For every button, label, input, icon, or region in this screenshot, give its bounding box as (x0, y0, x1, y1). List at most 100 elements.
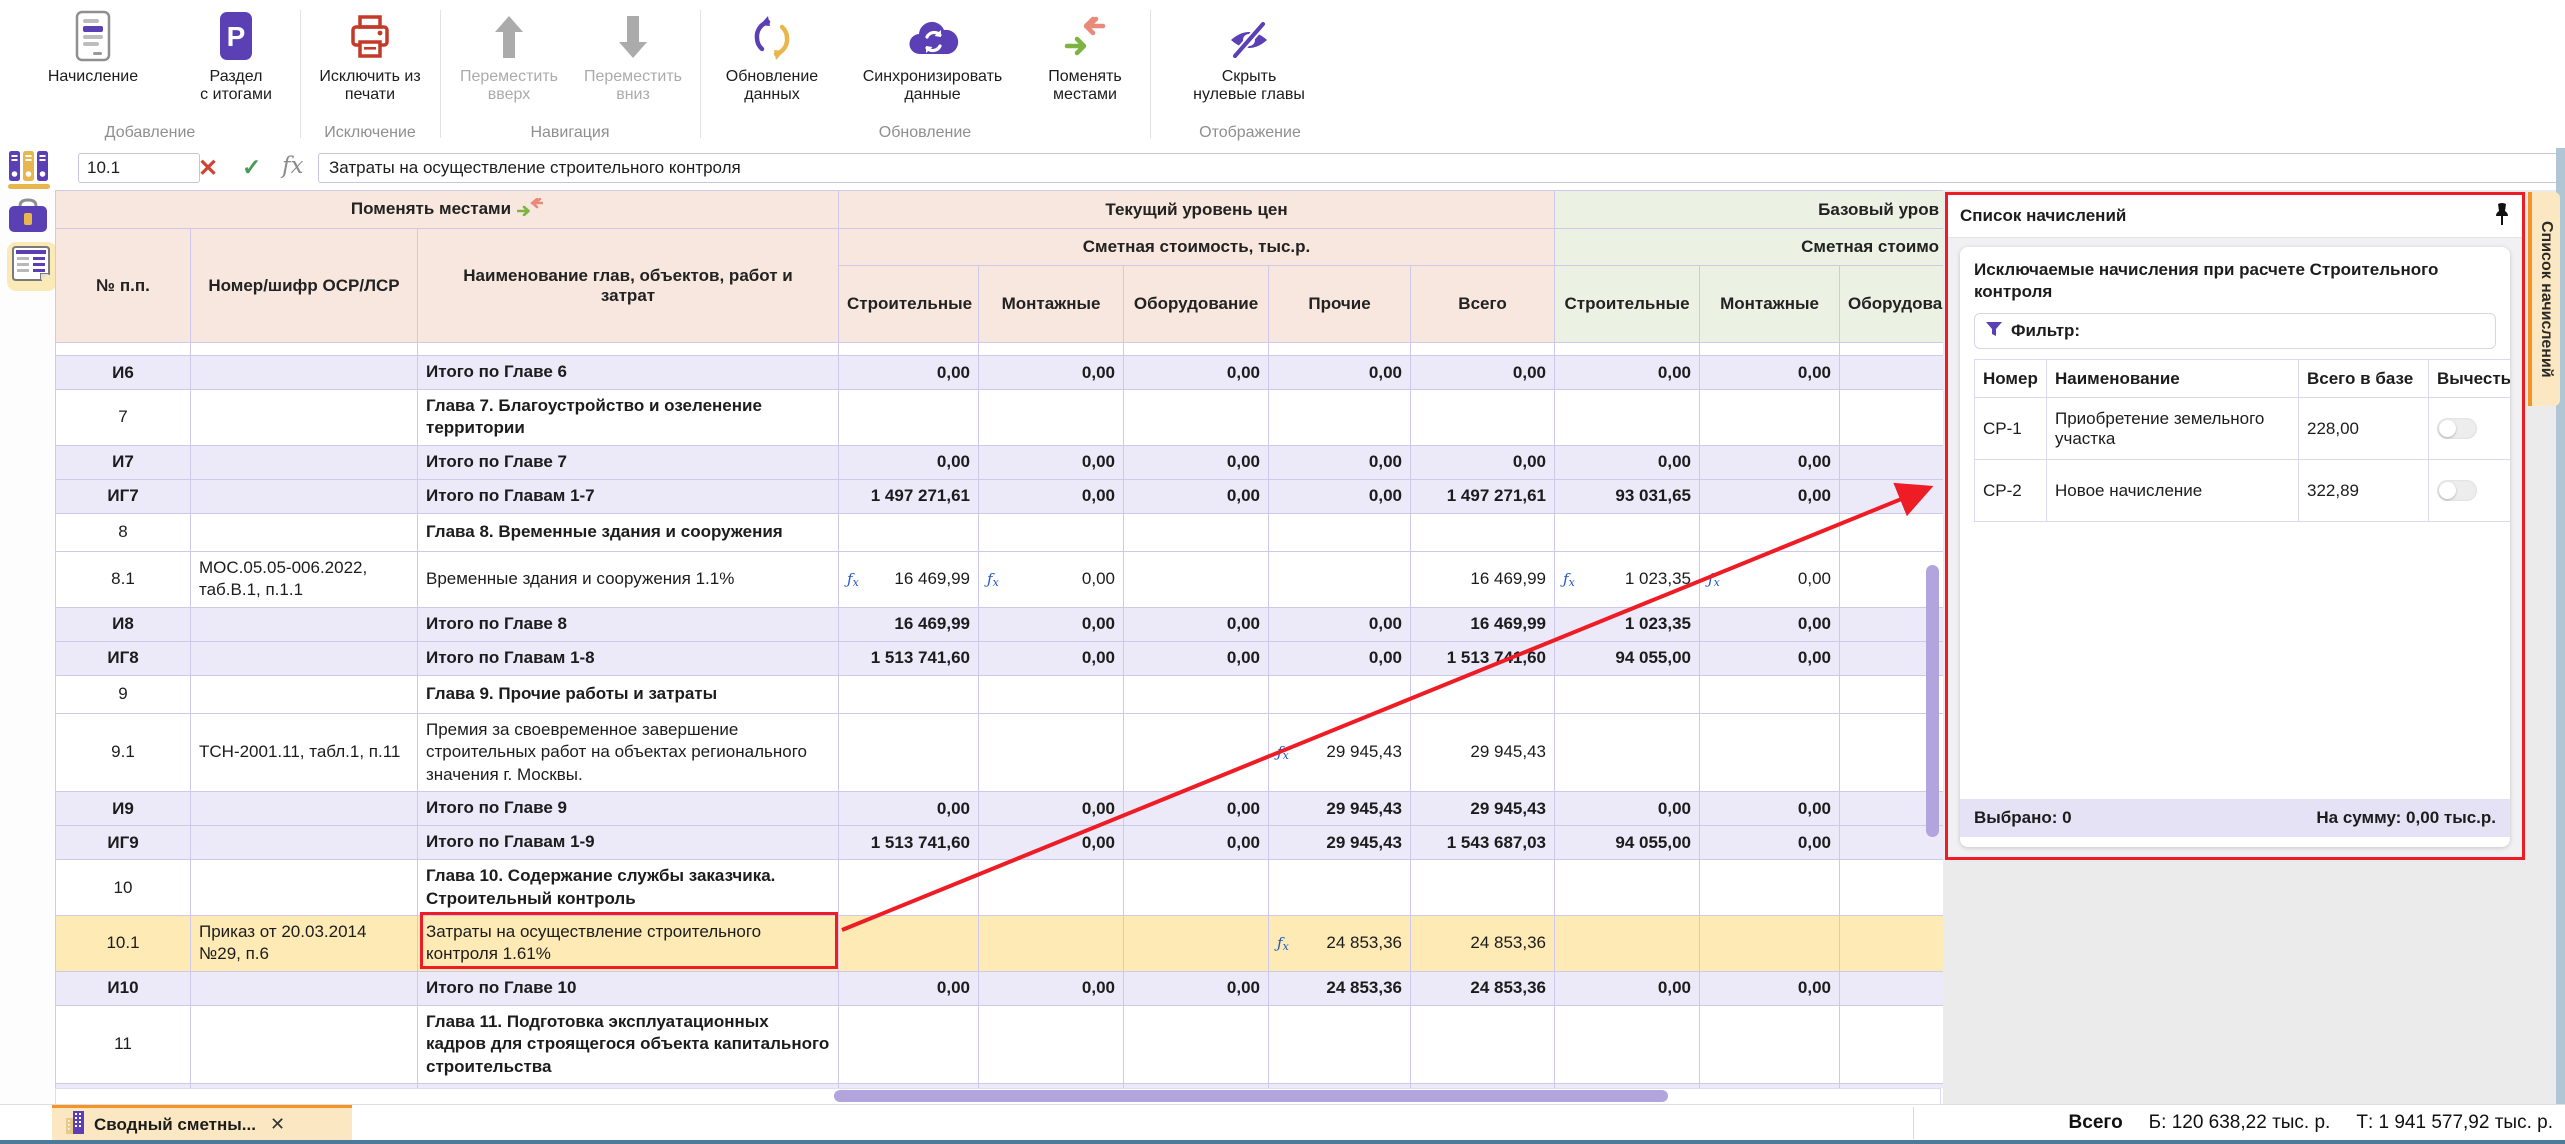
accrual-button[interactable]: Начисление (18, 8, 168, 86)
col-header-installation[interactable]: Монтажные (978, 265, 1125, 343)
grid-cell[interactable]: 0,00 (1554, 970, 1701, 1006)
grid-cell[interactable] (1123, 1004, 1270, 1085)
grid-cell[interactable]: 0,00 (838, 444, 980, 480)
grid-cell[interactable]: 0,00 (978, 478, 1125, 514)
grid-cell[interactable]: 16 469,99 (838, 606, 980, 642)
grid-cell[interactable]: 0,00 (1699, 606, 1841, 642)
grid-cell[interactable]: 0,00 (1699, 478, 1841, 514)
grid-cell[interactable] (978, 389, 1125, 446)
grid-cell[interactable] (838, 712, 980, 793)
grid-cell[interactable] (978, 1004, 1125, 1085)
code-cell[interactable] (190, 674, 418, 714)
grid-cell[interactable]: 0,00 (1699, 825, 1841, 861)
grid-cell[interactable] (1699, 859, 1841, 916)
grid-cell[interactable] (1554, 674, 1701, 714)
grid-cell[interactable]: 0,00 (1123, 791, 1270, 827)
grid-cell[interactable]: 0,00 (1268, 640, 1412, 676)
col-header-construction[interactable]: Строительные (838, 265, 980, 343)
grid-cell[interactable]: 0,00 (1123, 825, 1270, 861)
row-number-cell[interactable]: 10.1 (55, 914, 191, 972)
section-with-totals-button[interactable]: P Раздел с итогами (176, 8, 296, 105)
grid-cell[interactable]: 1 513 741,60 (838, 825, 980, 861)
grid-cell[interactable]: 0,00 (978, 606, 1125, 642)
row-number-cell[interactable]: ИГ7 (55, 478, 191, 514)
grid-cell[interactable]: 0,00 (978, 791, 1125, 827)
grid-cell[interactable] (1268, 1004, 1412, 1085)
code-cell[interactable]: Приказ от 20.03.2014 №29, п.6 (190, 914, 418, 972)
grid-cell[interactable]: 0,00 (838, 970, 980, 1006)
grid-cell[interactable] (1123, 914, 1270, 972)
code-cell[interactable] (190, 389, 418, 446)
grid-cell[interactable]: 93 031,65 (1554, 478, 1701, 514)
grid-cell[interactable]: ƒx 16 469,99 (838, 550, 980, 608)
grid-cell[interactable] (1123, 859, 1270, 916)
name-cell[interactable]: Затраты на осуществление строительного к… (416, 914, 840, 972)
apply-icon[interactable]: ✓ (242, 154, 262, 180)
grid-cell[interactable] (838, 1004, 980, 1085)
grid-cell[interactable]: 0,00 (978, 355, 1125, 390)
row-number-cell[interactable]: 9 (55, 674, 191, 714)
grid-cell[interactable]: 24 853,36 (1268, 970, 1412, 1006)
grid-cell[interactable] (1268, 389, 1412, 446)
grid-cell[interactable] (1699, 1004, 1841, 1085)
code-cell[interactable] (190, 791, 418, 827)
row-number-cell[interactable]: 10 (55, 859, 191, 916)
row-number-cell[interactable]: ИГ9 (55, 825, 191, 861)
name-cell[interactable]: Итого по Главам 1-8 (416, 640, 840, 676)
grid-cell[interactable] (1699, 389, 1841, 446)
grid-cell[interactable]: 1 023,35 (1554, 606, 1701, 642)
sync-data-button[interactable]: Синхронизировать данные (840, 8, 1025, 105)
grid-cell[interactable]: ƒx 0,00 (978, 550, 1125, 608)
grid-cell[interactable] (1410, 859, 1556, 916)
code-cell[interactable] (190, 444, 418, 480)
name-cell[interactable]: Итого по Главам 1-7 (416, 478, 840, 514)
grid-cell[interactable]: 0,00 (1123, 444, 1270, 480)
move-down-button[interactable]: Переместить вниз (572, 8, 694, 105)
cancel-icon[interactable]: ✕ (198, 155, 219, 182)
grid-cell[interactable]: 0,00 (1123, 970, 1270, 1006)
row-number-cell[interactable]: 7 (55, 389, 191, 446)
name-cell[interactable]: Глава 11. Подготовка эксплуатационных ка… (416, 1004, 840, 1085)
name-cell[interactable]: Глава 8. Временные здания и сооружения (416, 512, 840, 552)
grid-cell[interactable] (838, 389, 980, 446)
pin-icon[interactable] (2494, 202, 2510, 231)
grid-cell[interactable] (978, 712, 1125, 793)
grid-cell[interactable]: 0,00 (1123, 355, 1270, 390)
col-header-code[interactable]: Номер/шифр ОСР/ЛСР (190, 228, 418, 343)
grid-cell[interactable]: 0,00 (1123, 606, 1270, 642)
briefcase-icon[interactable] (7, 198, 49, 241)
vertical-scrollbar-thumb[interactable] (1926, 565, 1939, 837)
horizontal-scrollbar-thumb[interactable] (834, 1090, 1668, 1102)
grid-cell[interactable]: 29 945,43 (1410, 791, 1556, 827)
grid-cell[interactable] (1839, 389, 1943, 446)
grid-cell[interactable]: 0,00 (1410, 355, 1556, 390)
grid-cell[interactable]: ƒx 24 853,36 (1268, 914, 1412, 972)
code-cell[interactable]: МОС.05.05-006.2022, таб.В.1, п.1.1 (190, 550, 418, 608)
grid-cell[interactable]: 0,00 (1123, 640, 1270, 676)
grid-cell[interactable]: 0,00 (1410, 444, 1556, 480)
grid-cell[interactable]: 1 513 741,60 (838, 640, 980, 676)
document-tab-summary-estimate[interactable]: Сводный сметны... ✕ (52, 1105, 352, 1141)
grid-cell[interactable] (838, 914, 980, 972)
col-header-num[interactable]: № п.п. (55, 228, 191, 343)
grid-cell[interactable]: 0,00 (978, 444, 1125, 480)
grid-cell[interactable]: 16 469,99 (1410, 606, 1556, 642)
binders-icon[interactable] (8, 150, 50, 195)
grid-cell[interactable] (1410, 1004, 1556, 1085)
grid-cell[interactable]: 0,00 (838, 355, 980, 390)
current-price-level-header[interactable]: Текущий уровень цен (838, 190, 1556, 229)
row-number-cell[interactable]: И8 (55, 606, 191, 642)
grid-cell[interactable]: 0,00 (1268, 444, 1412, 480)
grid-cell[interactable] (1699, 712, 1841, 793)
grid-cell[interactable] (978, 674, 1125, 714)
fx-icon[interactable]: fx (282, 153, 304, 179)
row-number-cell[interactable]: 8.1 (55, 550, 191, 608)
grid-cell[interactable]: 29 945,43 (1410, 712, 1556, 793)
name-cell[interactable]: Итого по Главе 9 (416, 791, 840, 827)
col-header-total[interactable]: Всего (1410, 265, 1556, 343)
row-number-cell[interactable]: И9 (55, 791, 191, 827)
estimate-cost-base-header[interactable]: Сметная стоимо (1554, 228, 1943, 266)
grid-cell[interactable] (1839, 478, 1943, 514)
grid-cell[interactable] (1839, 355, 1943, 390)
accruals-col-deduct[interactable]: Вычесть (2428, 359, 2510, 399)
